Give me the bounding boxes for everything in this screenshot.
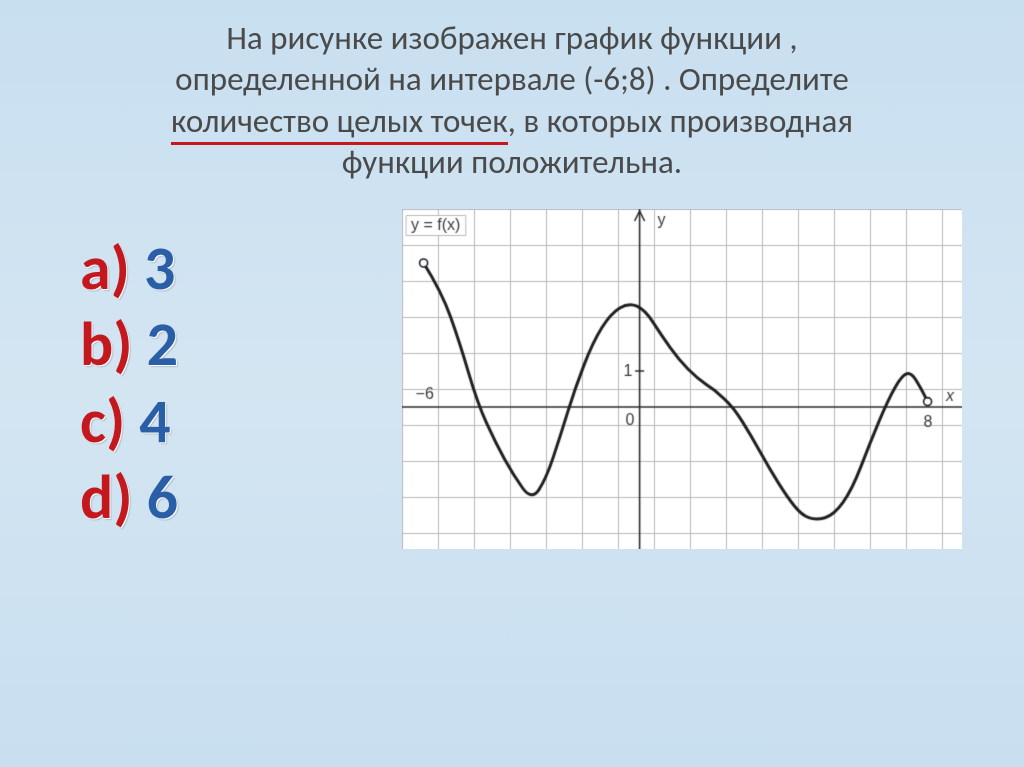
question-title: На рисунке изображен график функции , оп…: [0, 0, 1024, 189]
answer-letter: d): [80, 459, 133, 535]
answer-value: 2: [147, 306, 178, 382]
answer-c: c) 4: [80, 384, 380, 458]
answer-value: 6: [147, 459, 178, 535]
answer-letter: c): [80, 383, 125, 459]
answer-value: 3: [144, 230, 175, 306]
underlined-phrase: количество целых точек: [171, 101, 508, 145]
function-graph: [402, 209, 962, 549]
answer-letter: b): [80, 306, 133, 382]
title-line-1: На рисунке изображен график функции ,: [60, 18, 964, 59]
content-row: a) 3 b) 2 c) 4 d) 6: [0, 189, 1024, 549]
answer-d: d) 6: [80, 460, 380, 534]
answer-letter: a): [80, 230, 130, 306]
answer-a: a) 3: [80, 231, 380, 305]
title-line-4: функции положительна.: [60, 142, 964, 183]
title-line-2: определенной на интервале (-6;8) . Опред…: [60, 59, 964, 100]
answer-options: a) 3 b) 2 c) 4 d) 6: [0, 209, 380, 537]
answer-b: b) 2: [80, 307, 380, 381]
title-line-3-after: , в которых производная: [508, 101, 853, 141]
answer-value: 4: [139, 383, 170, 459]
title-line-3: количество целых точек, в которых произв…: [60, 101, 964, 142]
chart-container: [380, 209, 1024, 549]
